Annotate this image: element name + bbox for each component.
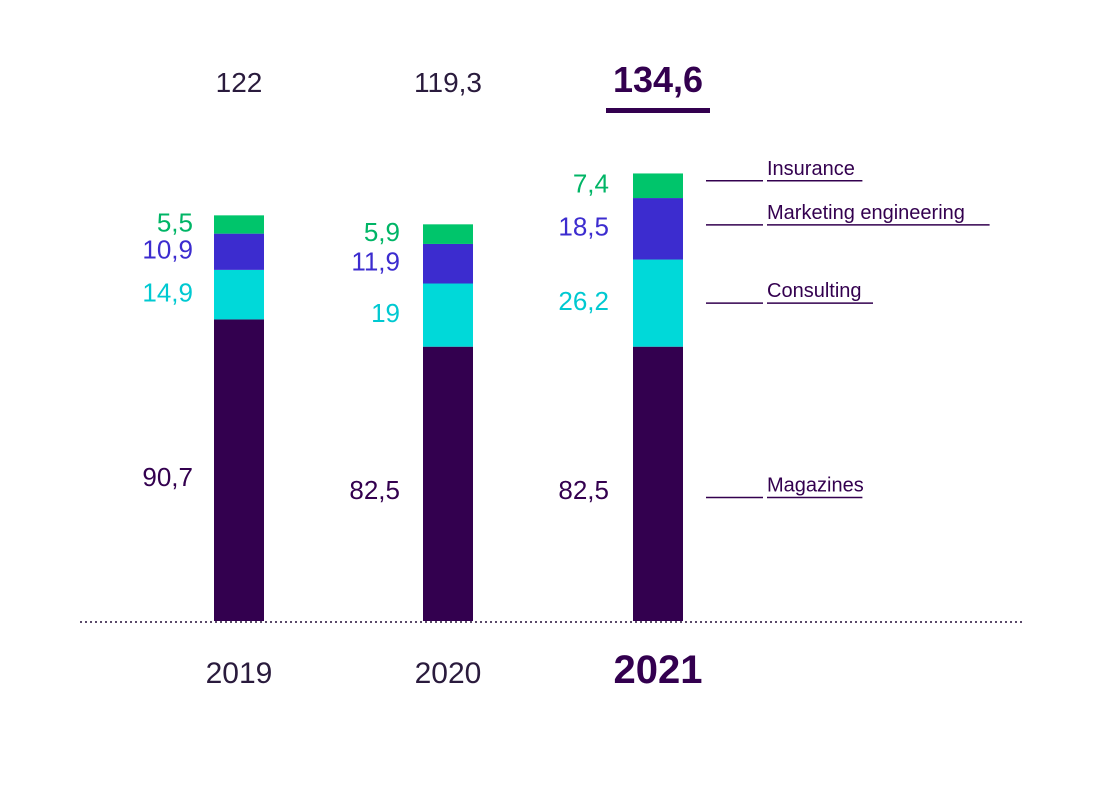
total-highlight-underline (606, 108, 710, 113)
total-label-2019: 122 (216, 67, 263, 98)
legend-layer: Magazines Consulting Marketing engineering… (706, 158, 990, 499)
legend-label-insurance: Insurance (767, 158, 855, 180)
totals-layer: 122 119,3 134,6 (216, 59, 710, 113)
bar-segment-magazines-2021 (633, 346, 683, 621)
bars-layer (214, 173, 683, 621)
value-label-magazines-2021: 82,5 (558, 475, 609, 505)
value-label-consulting-2020: 19 (371, 298, 400, 328)
category-label-2021: 2021 (614, 648, 703, 692)
value-label-magazines-2019: 90,7 (142, 462, 193, 492)
bar-segment-consulting-2019 (214, 269, 264, 320)
total-label-2021: 134,6 (613, 59, 703, 100)
value-label-insurance-2020: 5,9 (364, 217, 400, 247)
legend-label-marketing-engineering: Marketing engineering (767, 202, 965, 224)
bar-segment-insurance-2019 (214, 215, 264, 234)
category-label-2019: 2019 (206, 657, 273, 690)
value-label-insurance-2019: 5,5 (157, 207, 193, 237)
value-labels-layer: 90,7 14,9 10,95,5 82,5 19 11,95,9 82,5 26,2 18,5… (142, 169, 609, 505)
category-label-2020: 2020 (415, 657, 482, 690)
category-labels-layer: 2019 2020 2021 (206, 648, 703, 692)
bar-segment-marketing-engineering-2020 (423, 243, 473, 284)
bar-segment-insurance-2021 (633, 173, 683, 199)
legend-label-consulting: Consulting (767, 280, 862, 302)
value-label-marketing-engineering-2021: 18,5 (558, 212, 609, 242)
legend-label-magazines: Magazines (767, 475, 864, 497)
value-label-insurance-2021: 7,4 (573, 169, 609, 199)
bar-segment-consulting-2020 (423, 283, 473, 347)
value-label-marketing-engineering-2020: 11,9 (351, 247, 400, 277)
value-label-consulting-2021: 26,2 (558, 286, 609, 316)
value-label-magazines-2020: 82,5 (349, 475, 400, 505)
bar-segment-magazines-2019 (214, 319, 264, 621)
bar-segment-magazines-2020 (423, 346, 473, 621)
value-label-marketing-engineering-2019: 10,9 (142, 235, 193, 265)
bar-segment-marketing-engineering-2021 (633, 198, 683, 260)
bar-segment-insurance-2020 (423, 224, 473, 244)
bar-segment-consulting-2021 (633, 259, 683, 347)
value-label-consulting-2019: 14,9 (142, 278, 193, 308)
bar-segment-marketing-engineering-2019 (214, 233, 264, 270)
total-label-2020: 119,3 (414, 67, 482, 98)
